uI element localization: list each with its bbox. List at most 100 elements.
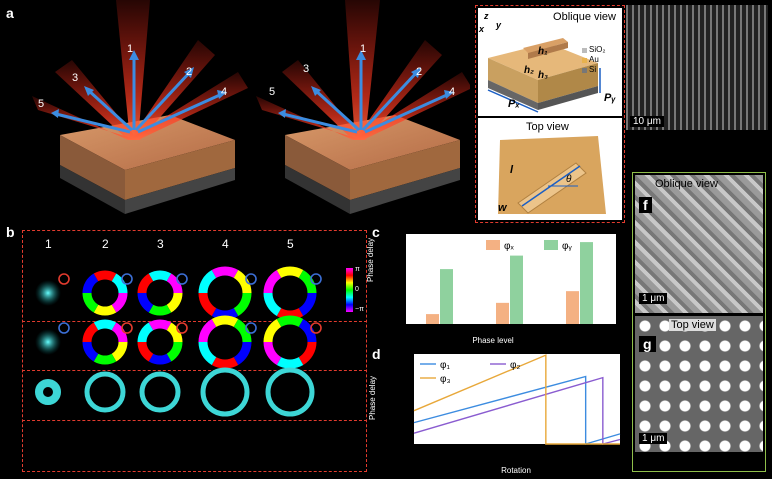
unit-cell-inset: Oblique view z x y SiO₂ Au Si h₁ h₂ h₃ P…: [475, 5, 625, 223]
vortex-segment: [148, 319, 172, 331]
polarization-ring: [200, 367, 250, 417]
sem-zoom-frame: [632, 172, 766, 472]
beam-label-2: 2: [186, 66, 193, 78]
px-label: Pₓ: [508, 98, 520, 110]
polarization-ring: [35, 379, 61, 405]
vortex-segment: [166, 273, 183, 294]
device-right: [256, 0, 470, 214]
polarization-arrow-icon: [121, 322, 133, 334]
chart-d-ytick: π: [405, 352, 410, 359]
sem-f-scale: 1 μm: [639, 293, 668, 304]
vortex-segment: [137, 341, 154, 362]
vortex-segment: [111, 322, 128, 343]
panel-d-label: d: [372, 346, 381, 362]
chart-d-ylabel: Phase delay: [368, 375, 377, 420]
w-label: w: [498, 202, 507, 214]
vortex-segment: [148, 353, 172, 365]
chart-c-legend-swatch: [486, 240, 500, 250]
chart-c-ytick: 2π: [393, 232, 402, 239]
mode-column-2: 2: [102, 237, 109, 251]
panel-a-label: a: [6, 5, 14, 21]
beam-label-3b: 3: [303, 63, 310, 75]
chart-d-ytick: π/2: [399, 375, 410, 382]
chart-c-bar: [510, 255, 523, 324]
chart-c-xtick: 1: [439, 328, 443, 335]
chart-c-bar: [496, 302, 509, 324]
chart-c-xtick: 2: [509, 328, 513, 335]
beam-label-1b: 1: [360, 43, 367, 55]
vortex-segment: [166, 322, 183, 343]
beam-label-1: 1: [127, 43, 134, 55]
panel-c-label: c: [372, 224, 380, 240]
sem-image-f: Oblique view f 1 μm: [635, 175, 763, 313]
gaussian-spot: [35, 280, 61, 306]
h3-label: h₃: [538, 70, 548, 81]
vortex-segment: [211, 356, 239, 369]
polarization-arrow-icon: [58, 273, 70, 285]
beam-label-5b: 5: [269, 86, 276, 98]
chart-c-legend-swatch: [544, 240, 558, 250]
vortex-segment: [198, 292, 217, 316]
polarization-ring: [84, 371, 126, 413]
mode-grid: [22, 230, 367, 472]
chart-d-xlabel: Rotation: [501, 466, 531, 475]
vortex-segment: [111, 341, 128, 362]
colorbar-mid: 0: [355, 286, 359, 293]
sem-image-e: 10 μm: [626, 5, 768, 130]
chart-c: 0 π 2π 1 2 3 φₓ φᵧ: [393, 232, 616, 335]
chart-c-bar: [426, 314, 439, 324]
sem-f-title: Oblique view: [655, 178, 718, 190]
vortex-segment: [93, 270, 117, 282]
vortex-segment: [93, 353, 117, 365]
chart-d-ytick: −π: [401, 442, 410, 449]
vortex-segment: [148, 304, 172, 316]
vortex-segment: [111, 292, 128, 313]
oblique-view-title: Oblique view: [553, 11, 616, 23]
phase-colorbar: [346, 268, 353, 312]
chart-c-bar: [580, 242, 593, 324]
beam-label-3: 3: [72, 72, 79, 84]
chart-d-xtick: π: [618, 448, 623, 455]
l-label: l: [510, 164, 514, 176]
chart-d-ytick: −π/2: [395, 420, 410, 427]
vortex-segment: [276, 266, 304, 279]
chart-d-xtick: 0: [412, 448, 416, 455]
vortex-segment: [276, 315, 304, 328]
vortex-segment: [298, 292, 317, 316]
device-left: [32, 0, 248, 214]
vortex-segment: [166, 292, 183, 313]
chart-d-line-3: [413, 354, 620, 445]
vortex-segment: [82, 292, 99, 313]
sem-g-title: Top view: [669, 319, 716, 331]
chart-d-xtick: π/3: [477, 448, 488, 455]
gaussian-spot: [35, 329, 61, 355]
chart-c-ytick: 0: [398, 322, 402, 329]
polarization-arrow-icon: [176, 322, 188, 334]
panel-f-label: f: [639, 197, 652, 213]
chart-d-xtick: 2π/3: [544, 448, 559, 455]
vortex-segment: [137, 292, 154, 313]
panel-g-label: g: [639, 336, 656, 352]
chart-c-bar: [566, 291, 579, 324]
axis-x: x: [479, 24, 485, 34]
vortex-segment: [111, 273, 128, 294]
vortex-segment: [233, 319, 252, 343]
vortex-segment: [82, 322, 99, 343]
mode-column-5: 5: [287, 237, 294, 251]
beam-label-4b: 4: [449, 86, 456, 98]
chart-c-bar: [440, 269, 453, 324]
vortex-segment: [233, 292, 252, 316]
vortex-segment: [276, 356, 304, 369]
vortex-segment: [198, 341, 217, 365]
h1-label: h₁: [538, 46, 548, 57]
polarization-arrow-icon: [245, 322, 257, 334]
vortex-segment: [263, 319, 282, 343]
top-view-title: Top view: [526, 121, 569, 133]
vortex-segment: [137, 322, 154, 343]
chart-d-line-2: [413, 376, 621, 445]
polarization-ring: [139, 371, 181, 413]
chart-d-legend-label: φ₃: [440, 374, 451, 385]
chart-d-legend-label: φ₂: [510, 360, 520, 371]
vortex-segment: [298, 270, 317, 294]
